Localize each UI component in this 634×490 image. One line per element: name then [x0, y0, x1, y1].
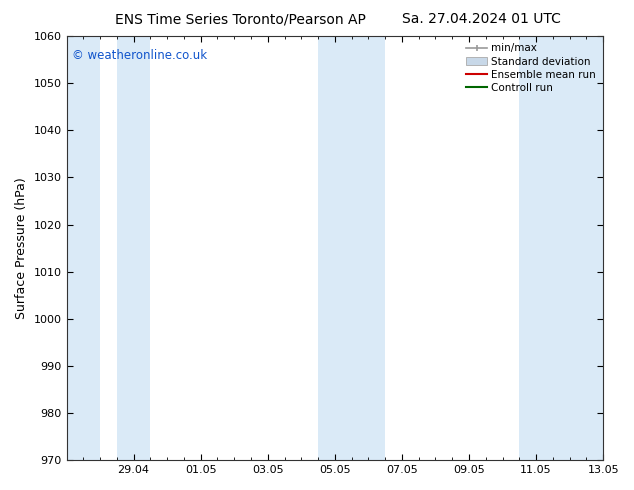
Legend: min/max, Standard deviation, Ensemble mean run, Controll run: min/max, Standard deviation, Ensemble me…: [464, 41, 598, 95]
Bar: [67, 36, 100, 460]
Bar: [519, 36, 603, 460]
Text: Sa. 27.04.2024 01 UTC: Sa. 27.04.2024 01 UTC: [403, 12, 561, 26]
Y-axis label: Surface Pressure (hPa): Surface Pressure (hPa): [15, 177, 28, 319]
Bar: [318, 36, 385, 460]
Text: © weatheronline.co.uk: © weatheronline.co.uk: [72, 49, 207, 62]
Bar: [117, 36, 150, 460]
Text: ENS Time Series Toronto/Pearson AP: ENS Time Series Toronto/Pearson AP: [115, 12, 366, 26]
